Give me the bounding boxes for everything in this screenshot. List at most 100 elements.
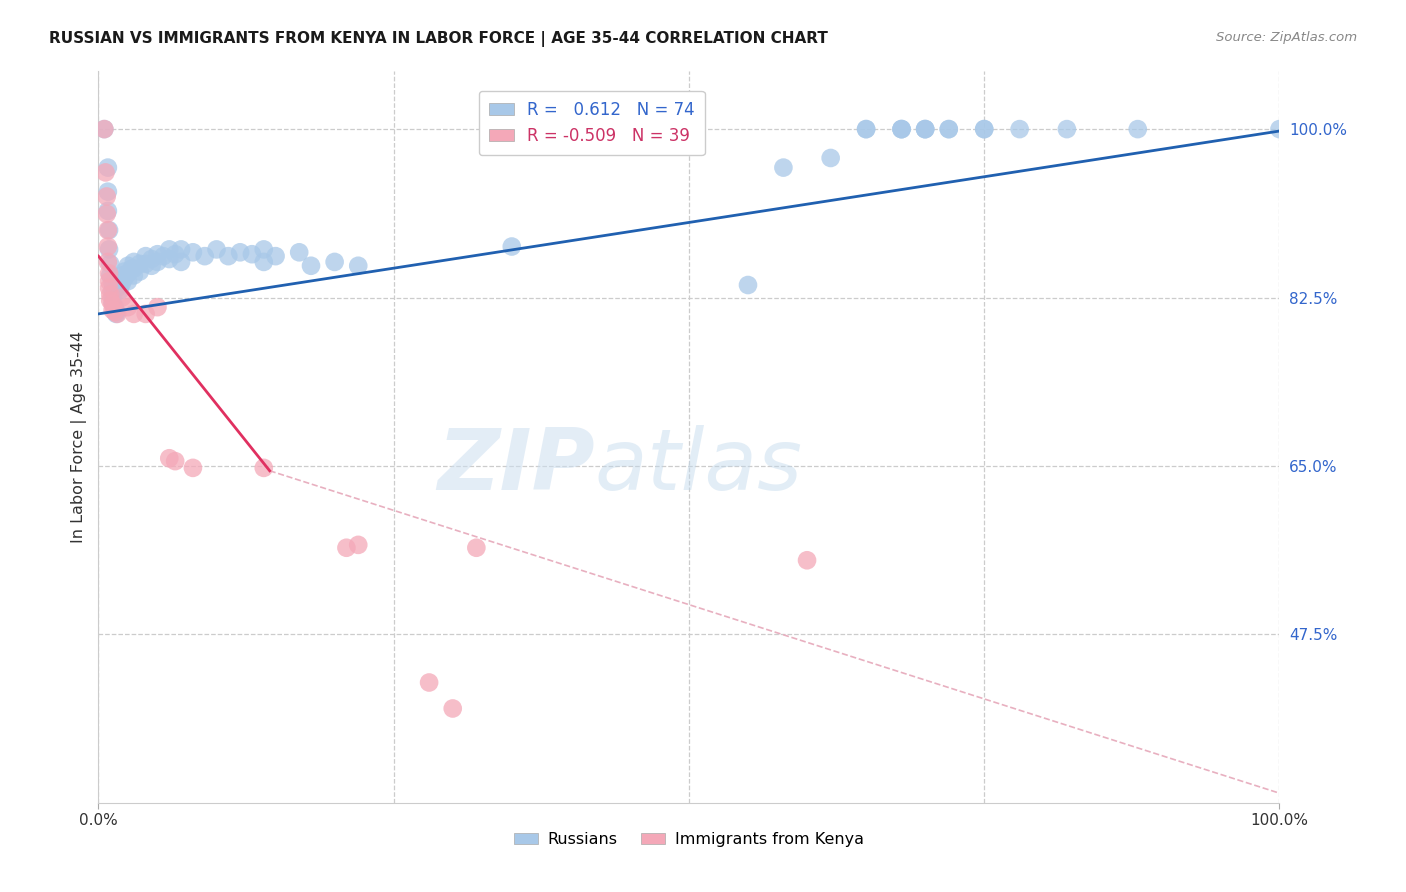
Point [112,271,135,285]
Point [181,245,204,260]
Point [229,245,252,260]
Point [104,300,127,314]
Point [157,252,180,266]
Point [181,461,204,475]
Point [146,255,169,269]
Point [240,247,263,261]
Point [1008,122,1031,136]
Point [101,295,124,310]
Text: ZIP: ZIP [437,425,595,508]
Point [98,268,121,283]
Point [117,259,139,273]
Point [914,122,936,136]
Point [973,122,995,136]
Point [157,243,180,257]
Point [890,122,912,136]
Point [347,538,370,552]
Point [855,122,877,136]
Point [938,122,960,136]
Point [111,268,134,283]
Point [141,252,163,266]
Point [98,267,121,281]
Point [820,151,842,165]
Point [146,300,169,314]
Point [101,276,124,290]
Point [441,701,464,715]
Point [418,675,440,690]
Text: RUSSIAN VS IMMIGRANTS FROM KENYA IN LABOR FORCE | AGE 35-44 CORRELATION CHART: RUSSIAN VS IMMIGRANTS FROM KENYA IN LABO… [49,31,828,47]
Point [98,274,121,288]
Point [105,307,128,321]
Point [501,239,523,253]
Point [152,249,174,263]
Point [105,305,128,319]
Point [796,553,818,567]
Point [98,223,121,237]
Point [146,247,169,261]
Point [347,259,370,273]
Point [101,297,124,311]
Point [98,287,121,301]
Point [335,541,357,555]
Point [465,541,488,555]
Point [890,122,912,136]
Point [122,268,145,283]
Point [111,291,134,305]
Point [117,274,139,288]
Point [97,185,120,199]
Point [135,257,157,271]
Point [938,122,960,136]
Point [141,259,163,273]
Point [97,161,120,175]
Point [253,243,276,257]
Point [96,207,118,221]
Point [108,284,131,298]
Point [135,249,157,263]
Point [96,189,118,203]
Point [105,276,128,290]
Point [122,307,145,321]
Point [105,307,128,321]
Point [253,461,276,475]
Point [98,281,121,295]
Point [1268,122,1291,136]
Point [108,278,131,293]
Point [165,454,187,468]
Point [299,259,322,273]
Point [1126,122,1149,136]
Point [94,165,117,179]
Point [157,451,180,466]
Point [170,255,193,269]
Point [170,243,193,257]
Point [122,255,145,269]
Point [122,261,145,276]
Point [264,249,287,263]
Point [97,239,120,253]
Point [101,284,124,298]
Point [914,122,936,136]
Point [104,305,127,319]
Point [104,303,127,318]
Point [117,300,139,314]
Point [117,267,139,281]
Point [97,203,120,218]
Text: atlas: atlas [595,425,803,508]
Point [97,255,120,269]
Point [914,122,936,136]
Y-axis label: In Labor Force | Age 35-44: In Labor Force | Age 35-44 [72,331,87,543]
Point [111,276,134,290]
Legend: Russians, Immigrants from Kenya: Russians, Immigrants from Kenya [508,826,870,854]
Point [1056,122,1078,136]
Point [101,289,124,303]
Point [973,122,995,136]
Point [128,257,150,271]
Point [217,249,239,263]
Point [253,255,276,269]
Point [288,245,311,260]
Point [323,255,346,269]
Point [772,161,794,175]
Point [98,243,121,257]
Point [135,307,157,321]
Point [112,264,135,278]
Point [98,257,121,271]
